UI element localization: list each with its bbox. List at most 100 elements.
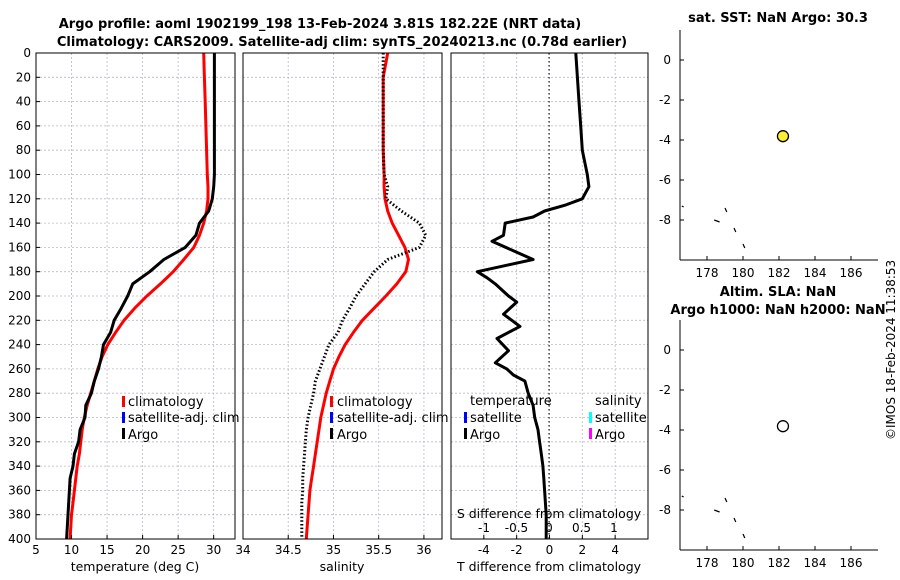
depth-tick-label: 260 [8, 362, 31, 376]
legend-swatch-climatology [122, 396, 125, 407]
island [733, 517, 737, 523]
salinity-axes-frame [242, 52, 443, 540]
x-tick-label: 0 [546, 543, 554, 557]
depth-tick-label: 0 [23, 46, 31, 60]
argo-position-marker [776, 420, 790, 433]
island [724, 207, 728, 213]
coastline [681, 205, 746, 249]
island [733, 227, 737, 233]
x-tick-label: 34 [235, 543, 250, 557]
lon-tick-label: 178 [696, 556, 719, 570]
legend-swatch-argo [122, 428, 125, 439]
x-tick-label: -2 [511, 543, 523, 557]
island [681, 495, 684, 498]
salinity-xlabel: salinity [320, 559, 365, 574]
lat-tick-label: -6 [659, 463, 671, 477]
lat-tick-label: -2 [659, 383, 671, 397]
depth-tick-label: 180 [8, 265, 31, 279]
depth-tick-label: 80 [16, 143, 31, 157]
lat-tick-label: -6 [659, 173, 671, 187]
legend-argo: Argo [337, 428, 367, 443]
legend-swatch-s-satellite [589, 412, 592, 423]
x-tick-label: 34.5 [275, 543, 302, 557]
depth-tick-label: 320 [8, 435, 31, 449]
island [713, 219, 720, 223]
depth-axis: 0 20 40 60 80 100 120 140 160 180 200 220 240 260 280 3… [8, 46, 40, 546]
s-tick-label: -1 [478, 521, 490, 535]
lon-tick-label: 182 [768, 556, 791, 570]
x-tick-label: 36 [416, 543, 431, 557]
lon-tick-label: 178 [696, 266, 719, 280]
lon-tick-label: 180 [732, 556, 755, 570]
s-difference-axis: -1 -0.5 0 0.5 1 [478, 521, 618, 535]
depth-tick-label: 140 [8, 216, 31, 230]
t-difference-x-axis: -4 -2 0 2 4 [478, 535, 619, 557]
depth-tick-label: 380 [8, 508, 31, 522]
legend-salinity-title: salinity [595, 394, 642, 409]
lat-tick-label: -8 [659, 213, 671, 227]
climatology-line [304, 52, 410, 540]
legend-t-argo: Argo [470, 428, 500, 443]
argo-t-difference-line [475, 52, 591, 539]
x-tick-label: 15 [99, 543, 114, 557]
depth-tick-label: 400 [8, 532, 31, 546]
legend-swatch-t-satellite [464, 412, 467, 423]
lat-tick-label: 0 [663, 53, 671, 67]
legend-swatch-argo [330, 428, 333, 439]
depth-tick-label: 160 [8, 240, 31, 254]
x-tick-label: 30 [206, 543, 221, 557]
temperature-x-axis: 5 10 15 20 25 30 [32, 535, 221, 557]
lon-tick-label: 182 [768, 266, 791, 280]
sst-map: sat. SST: NaN Argo: 30.3 178 180 182 184 186… [659, 11, 878, 280]
legend-t-satellite: satellite [470, 411, 522, 426]
temperature-xlabel: temperature (deg C) [71, 559, 200, 574]
figure-title-line1: Argo profile: aoml 1902199_198 13-Feb-20… [59, 17, 581, 32]
depth-tick-label: 340 [8, 459, 31, 473]
lat-tick-label: -4 [659, 133, 671, 147]
lat-tick-label: -2 [659, 93, 671, 107]
island [681, 205, 684, 208]
lon-tick-label: 180 [732, 266, 755, 280]
depth-tick-label: 200 [8, 289, 31, 303]
island [742, 243, 746, 249]
depth-tick-label: 220 [8, 313, 31, 327]
legend-s-argo: Argo [595, 428, 625, 443]
x-tick-label: 35 [326, 543, 341, 557]
s-difference-label: S difference from climatology [457, 506, 642, 521]
lon-tick-label: 186 [840, 556, 863, 570]
lon-tick-label: 184 [804, 266, 827, 280]
legend-satellite-adj: satellite-adj. clim [337, 411, 449, 426]
difference-panel: -4 -2 0 2 4 T difference from climatology S … [450, 52, 649, 574]
depth-tick-label: 240 [8, 338, 31, 352]
sla-map-title2: Argo h1000: NaN h2000: NaN [670, 303, 885, 318]
timestamp: ©IMOS 18-Feb-2024 11:38:53 [884, 260, 898, 440]
lat-tick-label: -4 [659, 423, 671, 437]
legend-satellite-adj: satellite-adj. clim [128, 411, 240, 426]
argo-position-marker [776, 130, 790, 143]
lon-tick-label: 184 [804, 556, 827, 570]
temperature-legend: climatology satellite-adj. clim Argo [122, 395, 240, 443]
sla-map-title1: Altim. SLA: NaN [720, 285, 836, 300]
s-tick-label: 0.5 [572, 521, 591, 535]
temperature-panel: 0 20 40 60 80 100 120 140 160 180 200 220 240 260 280 3… [8, 46, 240, 574]
legend-argo: Argo [128, 428, 158, 443]
legend-swatch-t-argo [464, 428, 467, 439]
salinity-panel: 34 34.5 35 35.5 36 salinity climatology sate… [235, 52, 449, 574]
salinity-x-axis: 34 34.5 35 35.5 36 [235, 535, 432, 557]
depth-tick-label: 300 [8, 411, 31, 425]
island [713, 509, 720, 513]
salinity-legend: climatology satellite-adj. clim Argo [330, 395, 449, 443]
legend-climatology: climatology [337, 395, 413, 410]
s-tick-label: -0.5 [505, 521, 528, 535]
depth-tick-label: 20 [16, 70, 31, 84]
x-tick-label: 20 [135, 543, 150, 557]
x-tick-label: 35.5 [365, 543, 392, 557]
x-tick-label: 10 [64, 543, 79, 557]
argo-line [65, 53, 216, 540]
x-tick-label: 25 [171, 543, 186, 557]
depth-tick-label: 360 [8, 483, 31, 497]
x-tick-label: 4 [611, 543, 619, 557]
s-tick-label: 0 [545, 521, 553, 535]
sst-map-title: sat. SST: NaN Argo: 30.3 [688, 11, 868, 26]
depth-tick-label: 100 [8, 168, 31, 182]
